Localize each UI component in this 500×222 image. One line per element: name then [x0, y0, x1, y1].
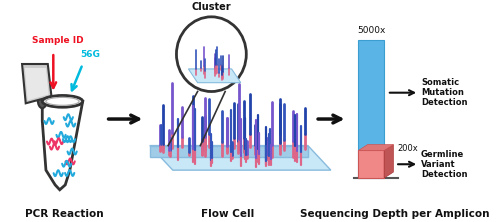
Text: Detection: Detection [421, 98, 468, 107]
Polygon shape [150, 146, 308, 157]
Text: Somatic: Somatic [421, 78, 459, 87]
Text: Sample ID: Sample ID [32, 36, 84, 45]
Polygon shape [42, 101, 82, 190]
Text: Detection: Detection [421, 170, 468, 178]
Text: PCR Reaction: PCR Reaction [25, 209, 103, 220]
Text: Variant: Variant [421, 160, 456, 169]
Text: 200x: 200x [397, 144, 418, 153]
Polygon shape [358, 40, 384, 178]
Ellipse shape [38, 91, 47, 108]
Text: Cluster: Cluster [192, 2, 231, 12]
Text: 56G: 56G [80, 50, 100, 59]
Polygon shape [188, 69, 241, 83]
Text: Germline: Germline [421, 150, 464, 159]
Polygon shape [384, 145, 394, 178]
Polygon shape [358, 151, 384, 178]
Polygon shape [150, 146, 331, 170]
Ellipse shape [46, 97, 79, 105]
Circle shape [176, 17, 246, 91]
Text: Flow Cell: Flow Cell [202, 209, 254, 220]
Ellipse shape [42, 95, 82, 107]
Polygon shape [22, 64, 52, 103]
Text: Sequencing Depth per Amplicon: Sequencing Depth per Amplicon [300, 209, 490, 220]
Text: Mutation: Mutation [421, 88, 464, 97]
Polygon shape [25, 68, 48, 100]
Text: 5000x: 5000x [357, 26, 386, 34]
Polygon shape [358, 145, 394, 151]
